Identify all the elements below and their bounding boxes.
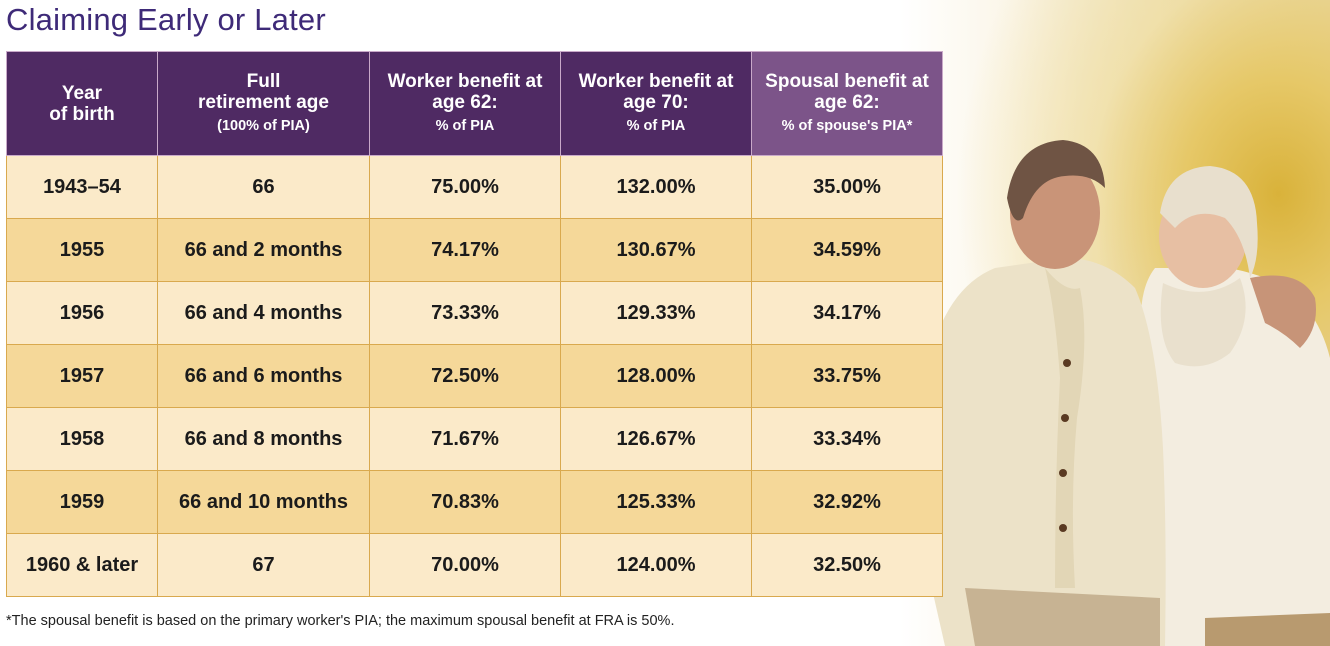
page-title: Claiming Early or Later — [6, 2, 326, 37]
header-line: of birth — [49, 103, 115, 125]
header-line: retirement age — [198, 91, 329, 113]
header-subline: % of spouse's PIA* — [781, 117, 913, 134]
table-row: 1958 66 and 8 months 71.67% 126.67% 33.3… — [6, 407, 943, 471]
cell-worker-benefit-70: 126.67% — [560, 407, 752, 471]
header-line: Worker benefit at — [578, 70, 734, 92]
table-row: 1960 & later 67 70.00% 124.00% 32.50% — [6, 533, 943, 597]
header-line: age 62: — [814, 91, 880, 113]
cell-spousal-benefit-62: 35.00% — [751, 155, 943, 219]
footnote: *The spousal benefit is based on the pri… — [6, 613, 675, 629]
cell-worker-benefit-62: 72.50% — [369, 344, 561, 408]
header-year-of-birth: Year of birth — [6, 51, 158, 156]
cell-full-retirement-age: 66 and 4 months — [157, 281, 370, 345]
cell-full-retirement-age: 66 and 10 months — [157, 470, 370, 534]
cell-worker-benefit-70: 125.33% — [560, 470, 752, 534]
cell-worker-benefit-62: 73.33% — [369, 281, 561, 345]
header-line: age 70: — [623, 91, 689, 113]
header-line: Spousal benefit at — [765, 70, 929, 92]
cell-spousal-benefit-62: 32.50% — [751, 533, 943, 597]
header-line: Year — [61, 82, 103, 104]
header-worker-benefit-62: Worker benefit at age 62: % of PIA — [369, 51, 561, 156]
cell-spousal-benefit-62: 32.92% — [751, 470, 943, 534]
cell-spousal-benefit-62: 34.17% — [751, 281, 943, 345]
cell-year-of-birth: 1957 — [6, 344, 158, 408]
cell-worker-benefit-62: 70.00% — [369, 533, 561, 597]
cell-year-of-birth: 1943–54 — [6, 155, 158, 219]
table-row: 1959 66 and 10 months 70.83% 125.33% 32.… — [6, 470, 943, 534]
cell-worker-benefit-62: 71.67% — [369, 407, 561, 471]
cell-full-retirement-age: 66 and 6 months — [157, 344, 370, 408]
table-row: 1957 66 and 6 months 72.50% 128.00% 33.7… — [6, 344, 943, 408]
cell-full-retirement-age: 66 — [157, 155, 370, 219]
cell-year-of-birth: 1955 — [6, 218, 158, 282]
cell-year-of-birth: 1956 — [6, 281, 158, 345]
cell-spousal-benefit-62: 33.34% — [751, 407, 943, 471]
cell-spousal-benefit-62: 34.59% — [751, 218, 943, 282]
cell-spousal-benefit-62: 33.75% — [751, 344, 943, 408]
claiming-table: Year of birth Full retirement age (100% … — [6, 51, 943, 597]
cell-worker-benefit-70: 130.67% — [560, 218, 752, 282]
header-line: Full — [246, 70, 281, 92]
header-full-retirement-age: Full retirement age (100% of PIA) — [157, 51, 370, 156]
cell-worker-benefit-70: 129.33% — [560, 281, 752, 345]
table-row: 1943–54 66 75.00% 132.00% 35.00% — [6, 155, 943, 219]
header-row: Year of birth Full retirement age (100% … — [6, 51, 943, 156]
cell-worker-benefit-62: 75.00% — [369, 155, 561, 219]
header-spousal-benefit-62: Spousal benefit at age 62: % of spouse's… — [751, 51, 943, 156]
header-subline: % of PIA — [435, 117, 495, 134]
cell-worker-benefit-70: 132.00% — [560, 155, 752, 219]
cell-year-of-birth: 1958 — [6, 407, 158, 471]
header-worker-benefit-70: Worker benefit at age 70: % of PIA — [560, 51, 752, 156]
cell-worker-benefit-70: 128.00% — [560, 344, 752, 408]
header-line: Worker benefit at — [387, 70, 543, 92]
table-row: 1956 66 and 4 months 73.33% 129.33% 34.1… — [6, 281, 943, 345]
header-subline: (100% of PIA) — [217, 117, 310, 134]
cell-year-of-birth: 1960 & later — [6, 533, 158, 597]
cell-year-of-birth: 1959 — [6, 470, 158, 534]
cell-full-retirement-age: 66 and 2 months — [157, 218, 370, 282]
cell-full-retirement-age: 67 — [157, 533, 370, 597]
cell-full-retirement-age: 66 and 8 months — [157, 407, 370, 471]
header-subline: % of PIA — [626, 117, 686, 134]
cell-worker-benefit-70: 124.00% — [560, 533, 752, 597]
cell-worker-benefit-62: 74.17% — [369, 218, 561, 282]
header-line: age 62: — [432, 91, 498, 113]
cell-worker-benefit-62: 70.83% — [369, 470, 561, 534]
couple-photo — [920, 140, 1330, 646]
table-row: 1955 66 and 2 months 74.17% 130.67% 34.5… — [6, 218, 943, 282]
